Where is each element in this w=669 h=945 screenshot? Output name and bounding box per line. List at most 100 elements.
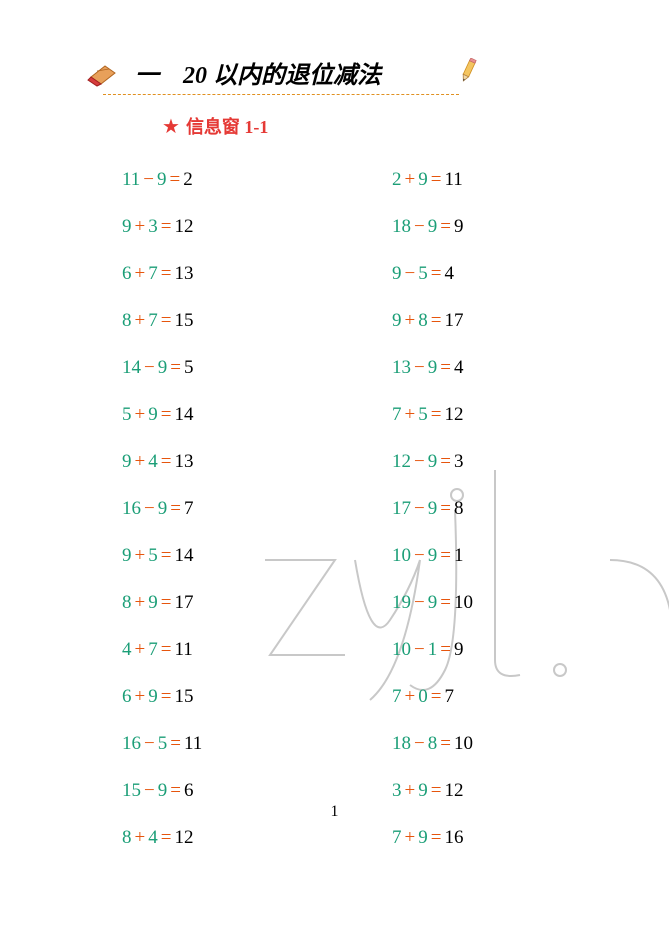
equals-sign: =	[170, 733, 181, 754]
operator: −	[144, 780, 155, 801]
result: 10	[454, 592, 473, 613]
operand-a: 19	[392, 592, 411, 613]
operand-b: 4	[148, 827, 158, 848]
result: 12	[444, 404, 463, 425]
equations-grid: 11−9=22+9=119+3=1218−9=96+7=139−5=48+7=1…	[122, 169, 669, 849]
equation: 9+4=13	[122, 451, 392, 473]
operand-b: 5	[418, 404, 428, 425]
operator: −	[414, 545, 425, 566]
operand-a: 6	[122, 686, 132, 707]
operand-a: 2	[392, 169, 402, 190]
operand-b: 9	[158, 780, 168, 801]
operator: +	[405, 169, 416, 190]
equals-sign: =	[170, 498, 181, 519]
star-icon: ★	[162, 114, 180, 139]
result: 17	[444, 310, 463, 331]
equation: 7+5=12	[392, 404, 662, 426]
equals-sign: =	[440, 451, 451, 472]
operand-a: 9	[392, 310, 402, 331]
operand-a: 9	[122, 451, 132, 472]
result: 5	[184, 357, 194, 378]
operator: −	[414, 357, 425, 378]
equation: 7+0=7	[392, 686, 662, 708]
equation: 9+3=12	[122, 216, 392, 238]
equals-sign: =	[440, 498, 451, 519]
operand-a: 13	[392, 357, 411, 378]
operand-a: 3	[392, 780, 402, 801]
subtitle-text: 信息窗 1-1	[186, 113, 269, 139]
equation: 8+4=12	[122, 827, 392, 849]
operand-b: 9	[158, 498, 168, 519]
equals-sign: =	[161, 404, 172, 425]
operand-b: 9	[418, 827, 428, 848]
operand-a: 16	[122, 498, 141, 519]
operand-a: 10	[392, 545, 411, 566]
operator: +	[135, 545, 146, 566]
equals-sign: =	[161, 827, 172, 848]
operand-a: 11	[122, 169, 140, 190]
operand-b: 9	[418, 169, 428, 190]
operand-b: 7	[148, 310, 158, 331]
equation: 9+8=17	[392, 310, 662, 332]
operand-a: 15	[122, 780, 141, 801]
operand-b: 9	[428, 357, 438, 378]
operand-a: 16	[122, 733, 141, 754]
operand-a: 7	[392, 686, 402, 707]
operator: −	[414, 498, 425, 519]
operand-a: 8	[122, 592, 132, 613]
operator: −	[143, 169, 154, 190]
equals-sign: =	[170, 169, 181, 190]
result: 7	[184, 498, 194, 519]
equation: 6+7=13	[122, 263, 392, 285]
operand-a: 5	[122, 404, 132, 425]
equation: 12−9=3	[392, 451, 662, 473]
result: 11	[444, 169, 462, 190]
operator: +	[135, 592, 146, 613]
operand-b: 9	[428, 216, 438, 237]
operand-b: 9	[157, 169, 167, 190]
operator: +	[135, 404, 146, 425]
operand-a: 8	[122, 827, 132, 848]
eraser-icon	[85, 63, 119, 92]
operand-a: 9	[392, 263, 402, 284]
operand-b: 4	[148, 451, 158, 472]
result: 17	[174, 592, 193, 613]
operator: −	[144, 357, 155, 378]
operator: +	[405, 780, 416, 801]
operand-b: 9	[428, 592, 438, 613]
equation: 10−9=1	[392, 545, 662, 567]
operand-a: 17	[392, 498, 411, 519]
equation: 18−8=10	[392, 733, 662, 755]
result: 7	[444, 686, 454, 707]
operator: +	[135, 216, 146, 237]
result: 13	[174, 451, 193, 472]
equation: 11−9=2	[122, 169, 392, 191]
equals-sign: =	[170, 357, 181, 378]
operand-a: 9	[122, 216, 132, 237]
pencil-icon	[457, 58, 479, 89]
result: 9	[454, 216, 464, 237]
operand-a: 7	[392, 827, 402, 848]
equals-sign: =	[440, 545, 451, 566]
operand-b: 9	[148, 592, 158, 613]
equation: 3+9=12	[392, 780, 662, 802]
operand-b: 3	[148, 216, 158, 237]
equals-sign: =	[440, 216, 451, 237]
equals-sign: =	[431, 827, 442, 848]
equals-sign: =	[161, 545, 172, 566]
worksheet-page: 一 20 以内的退位减法 ★ 信息窗 1-1 11−9=22+9=119+3=1…	[0, 0, 669, 849]
equation: 13−9=4	[392, 357, 662, 379]
operator: +	[135, 263, 146, 284]
result: 16	[444, 827, 463, 848]
result: 10	[454, 733, 473, 754]
operand-a: 14	[122, 357, 141, 378]
operand-a: 6	[122, 263, 132, 284]
equation: 6+9=15	[122, 686, 392, 708]
operand-a: 4	[122, 639, 132, 660]
operand-b: 9	[148, 686, 158, 707]
equation: 8+7=15	[122, 310, 392, 332]
operand-b: 5	[148, 545, 158, 566]
operand-b: 7	[148, 639, 158, 660]
operand-b: 0	[418, 686, 428, 707]
operator: +	[405, 310, 416, 331]
